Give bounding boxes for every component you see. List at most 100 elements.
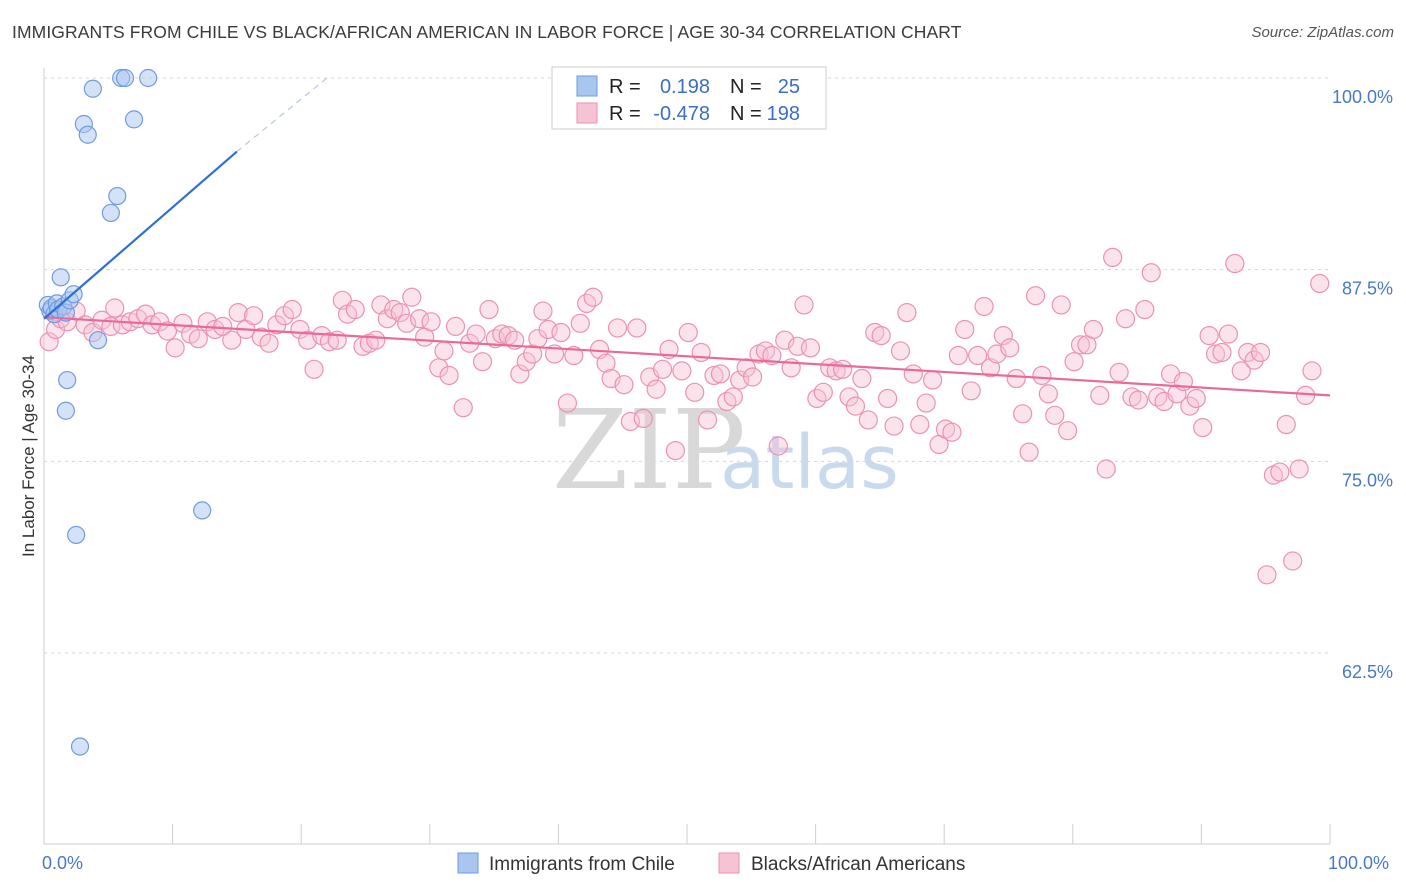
x-tick-labels: 0.0% 100.0% xyxy=(42,853,1389,873)
point-blacks-29 xyxy=(259,333,279,353)
point-blacks-113 xyxy=(800,338,821,358)
trend-lines xyxy=(43,77,1331,397)
point-blacks-77 xyxy=(570,313,590,333)
y-tick-label-0: 100.0% xyxy=(1332,87,1393,107)
y-tick-label-2: 75.0% xyxy=(1342,470,1393,490)
point-blacks-92 xyxy=(665,441,686,461)
legend-swatch-pink xyxy=(576,102,598,124)
point-chile-16 xyxy=(78,125,97,144)
point-blacks-74 xyxy=(551,322,571,343)
legend-r-label-2: R = xyxy=(609,103,641,125)
point-blacks-144 xyxy=(1000,338,1020,358)
point-blacks-53 xyxy=(421,312,441,332)
point-blacks-140 xyxy=(974,296,994,317)
point-blacks-184 xyxy=(1257,565,1277,585)
point-blacks-60 xyxy=(466,324,486,344)
point-blacks-81 xyxy=(596,353,616,373)
series-legend: Immigrants from Chile Blacks/African Ame… xyxy=(457,852,965,875)
point-blacks-20 xyxy=(188,329,208,349)
point-blacks-79 xyxy=(583,287,603,307)
point-blacks-98 xyxy=(704,365,724,386)
legend-r-label-1: R = xyxy=(609,76,641,98)
point-blacks-151 xyxy=(1045,405,1065,425)
point-chile-14 xyxy=(70,737,90,756)
axes xyxy=(43,68,1331,845)
series-chile-points xyxy=(38,68,212,756)
point-blacks-135 xyxy=(942,422,962,442)
point-blacks-95 xyxy=(685,382,705,402)
point-blacks-104 xyxy=(742,367,763,387)
point-blacks-18 xyxy=(173,313,193,333)
point-blacks-99 xyxy=(710,364,731,384)
point-chile-25 xyxy=(193,501,212,520)
point-blacks-137 xyxy=(955,319,975,340)
point-blacks-24 xyxy=(222,330,242,350)
series-legend-label-chile: Immigrants from Chile xyxy=(489,854,675,875)
point-blacks-55 xyxy=(434,341,454,361)
point-chile-20 xyxy=(108,186,127,206)
point-blacks-108 xyxy=(768,436,788,456)
legend-r-value-2: -0.478 xyxy=(653,103,710,125)
trend-line-chile-extension xyxy=(236,77,328,153)
point-blacks-56 xyxy=(439,365,459,386)
y-axis-title: In Labor Force | Age 30-34 xyxy=(19,355,38,557)
point-blacks-162 xyxy=(1115,309,1136,329)
point-blacks-34 xyxy=(298,330,318,350)
point-blacks-145 xyxy=(1006,368,1026,389)
point-blacks-180 xyxy=(1231,361,1251,381)
trend-line-blacks xyxy=(43,316,1331,397)
y-tick-labels: 100.0% 87.5% 75.0% 62.5% xyxy=(1332,87,1393,682)
point-blacks-154 xyxy=(1064,352,1084,372)
point-blacks-182 xyxy=(1244,350,1264,370)
watermark-zip: ZIP xyxy=(552,386,746,514)
legend-n-label-2: N = xyxy=(730,103,762,125)
legend-n-value-2: 198 xyxy=(767,103,800,125)
point-blacks-101 xyxy=(723,387,743,407)
point-blacks-86 xyxy=(627,318,647,338)
point-blacks-50 xyxy=(402,287,422,307)
point-blacks-121 xyxy=(852,368,872,389)
watermark-atlas: atlas xyxy=(720,420,899,506)
point-blacks-87 xyxy=(633,408,653,428)
point-blacks-69 xyxy=(523,344,543,364)
gridlines xyxy=(44,77,1330,654)
point-blacks-136 xyxy=(948,345,968,366)
point-blacks-107 xyxy=(762,345,782,366)
point-blacks-0 xyxy=(39,332,59,352)
series-legend-swatch-blacks xyxy=(718,852,740,874)
series-legend-label-blacks: Blacks/African Americans xyxy=(751,854,965,875)
point-blacks-25 xyxy=(228,303,248,323)
point-blacks-149 xyxy=(1032,365,1052,386)
point-blacks-22 xyxy=(205,319,225,340)
point-blacks-32 xyxy=(282,299,302,320)
point-blacks-90 xyxy=(652,359,673,379)
point-blacks-183 xyxy=(1250,342,1271,363)
point-blacks-96 xyxy=(691,342,711,363)
point-blacks-37 xyxy=(319,332,340,352)
point-chile-12 xyxy=(56,401,75,420)
point-blacks-57 xyxy=(445,316,466,336)
point-blacks-35 xyxy=(304,359,324,379)
point-blacks-164 xyxy=(1128,390,1148,410)
chart-title: IMMIGRANTS FROM CHILE VS BLACK/AFRICAN A… xyxy=(12,22,962,42)
point-blacks-159 xyxy=(1096,459,1116,479)
point-blacks-173 xyxy=(1186,388,1206,409)
point-chile-23 xyxy=(124,110,144,129)
point-blacks-188 xyxy=(1283,551,1303,571)
point-blacks-83 xyxy=(607,318,628,338)
point-blacks-49 xyxy=(397,313,417,333)
point-chile-17 xyxy=(83,79,102,98)
point-blacks-152 xyxy=(1051,295,1071,315)
point-blacks-186 xyxy=(1270,462,1290,482)
point-blacks-120 xyxy=(845,396,866,416)
point-blacks-128 xyxy=(897,303,917,323)
point-blacks-176 xyxy=(1205,344,1226,364)
point-blacks-131 xyxy=(916,393,936,413)
point-blacks-84 xyxy=(614,375,634,395)
point-blacks-153 xyxy=(1058,421,1078,441)
point-blacks-115 xyxy=(813,382,833,402)
point-blacks-147 xyxy=(1019,442,1039,462)
point-blacks-112 xyxy=(794,295,814,315)
point-blacks-23 xyxy=(213,316,233,336)
